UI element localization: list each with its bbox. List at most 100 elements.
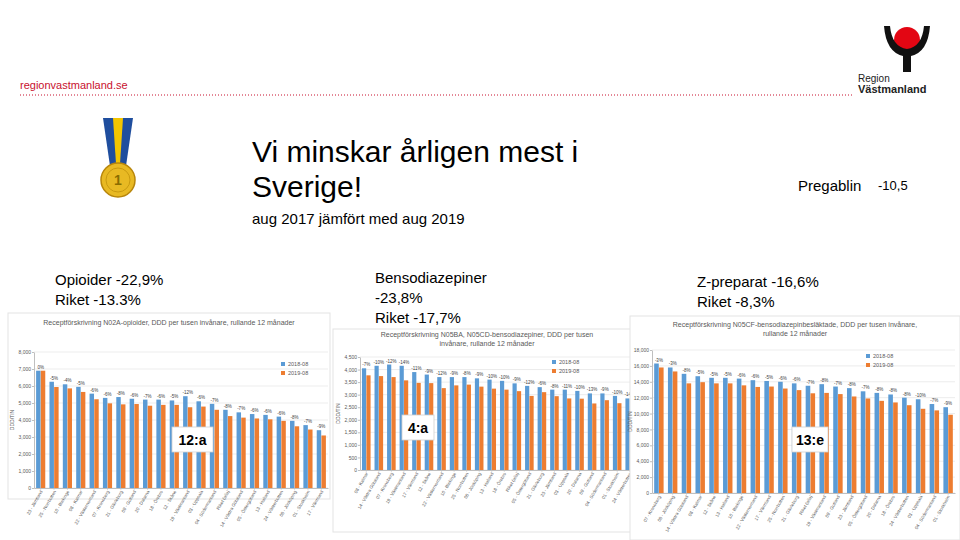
change-label: -7% xyxy=(834,381,842,386)
legend-swatch xyxy=(281,371,285,375)
grid-line xyxy=(652,350,955,351)
x-tick: 06 - Jönköping xyxy=(463,470,482,500)
bar xyxy=(866,398,871,493)
y-tick: 0 xyxy=(646,490,652,496)
bar xyxy=(454,385,458,470)
y-tick: 3,000 xyxy=(18,434,34,440)
y-tick-label: 1,500 xyxy=(344,429,357,435)
change-label: -12% xyxy=(436,371,447,376)
title-line: Receptförskrivning N05BA, N05CD-bensodia… xyxy=(381,331,594,339)
x-tick-mark xyxy=(796,493,797,495)
x-tick-mark xyxy=(107,488,108,490)
x-tick-mark xyxy=(865,493,866,495)
bar xyxy=(783,389,788,493)
bar xyxy=(833,387,838,493)
x-tick-label: 01 - Stockholm xyxy=(932,494,951,523)
change-label: -7% xyxy=(806,380,814,385)
bar xyxy=(755,387,760,493)
x-tick-mark xyxy=(429,470,430,472)
y-tick-mark xyxy=(358,432,360,433)
y-tick-mark xyxy=(32,386,34,387)
bar xyxy=(295,426,299,488)
bar xyxy=(682,374,687,493)
bar xyxy=(907,405,912,493)
y-tick: 4,000 xyxy=(636,458,652,464)
x-tick-mark xyxy=(67,488,68,490)
y-axis-line xyxy=(360,358,361,471)
y-tick-mark xyxy=(650,350,652,351)
change-label: -8% xyxy=(224,404,232,409)
legend: 2018-082019-08 xyxy=(866,353,893,368)
x-tick-label: 12 - Skåne xyxy=(701,494,717,516)
y-tick-label: 3,000 xyxy=(344,392,357,398)
x-tick-mark xyxy=(201,488,202,490)
bar xyxy=(237,412,241,488)
legend-label: 2018-08 xyxy=(559,359,579,365)
bar xyxy=(943,407,948,493)
change-label: -9% xyxy=(513,377,521,382)
bars xyxy=(36,371,326,488)
medal-inner xyxy=(106,168,130,192)
change-label: -11% xyxy=(562,384,572,389)
bar xyxy=(921,409,926,493)
change-label: -7% xyxy=(930,398,938,403)
x-tick-mark xyxy=(686,493,687,495)
medal-ribbon-stripe xyxy=(113,118,123,164)
bar xyxy=(538,387,542,470)
bar xyxy=(148,406,152,488)
y-tick-mark xyxy=(358,357,360,358)
x-tick-mark xyxy=(294,488,295,490)
change-label: -3% xyxy=(669,361,677,366)
bar xyxy=(54,387,58,488)
x-tick-label: 10 - Blekinge xyxy=(53,489,71,515)
change-label: -8% xyxy=(291,415,299,420)
y-tick: 2,500 xyxy=(344,404,360,410)
y-tick: 2,000 xyxy=(18,451,34,457)
bar xyxy=(529,396,533,470)
x-tick-label: 17 - Värmland xyxy=(401,471,420,498)
bar xyxy=(654,364,659,493)
x-tick-mark xyxy=(160,488,161,490)
y-tick-label: 8,000 xyxy=(636,427,649,433)
bar xyxy=(303,425,307,488)
y-axis: 02,0004,0006,0008,00010,00012,00014,0001… xyxy=(634,347,653,496)
bar xyxy=(668,367,673,493)
y-tick: 4,000 xyxy=(344,367,360,373)
x-tick-mark xyxy=(782,493,783,495)
x-tick: 19 - Västmanland xyxy=(805,493,827,528)
change-label: -6% xyxy=(103,392,111,397)
bar xyxy=(479,387,483,470)
bar xyxy=(555,396,559,470)
x-tick-label: 19 - Västmanland xyxy=(385,471,407,504)
change-label: -6% xyxy=(538,381,546,386)
x-axis: 07 - Kronoberg06 - Jönköping14 - Västra … xyxy=(643,493,956,533)
x-tick-mark xyxy=(479,470,480,472)
bar xyxy=(934,410,939,493)
y-tick-label: 2,000 xyxy=(18,451,31,457)
change-labels: -7%-10%-12%-14%-11%-9%-12%-9%-8%-9%-10%-… xyxy=(362,359,635,398)
x-tick-mark xyxy=(366,470,367,472)
x-tick-mark xyxy=(617,470,618,472)
bar xyxy=(517,391,521,470)
x-tick: 05 - Östergötland xyxy=(235,488,258,522)
rank-label: 4:a xyxy=(408,420,428,436)
y-tick-label: 18,000 xyxy=(634,347,650,353)
x-tick: 17 - Värmland xyxy=(401,470,420,498)
x-tick-label: 04 - Södermanland xyxy=(914,494,938,530)
change-label: -6% xyxy=(264,409,272,414)
x-tick: 04 - Södermanland xyxy=(194,488,218,525)
x-tick-mark xyxy=(321,488,322,490)
bar xyxy=(580,399,584,470)
y-tick-label: 5,000 xyxy=(18,400,31,406)
y-tick-label: 2,000 xyxy=(636,474,649,480)
change-label: -9% xyxy=(475,372,483,377)
y-tick-mark xyxy=(650,414,652,415)
change-label: -5% xyxy=(170,394,178,399)
x-tick: 19 - Västmanland xyxy=(169,488,191,523)
y-axis-line xyxy=(652,351,653,494)
chart-frame xyxy=(333,329,641,532)
change-label: -5% xyxy=(77,381,85,386)
bar xyxy=(487,380,491,470)
bar xyxy=(751,380,756,493)
change-label: -6% xyxy=(157,394,165,399)
